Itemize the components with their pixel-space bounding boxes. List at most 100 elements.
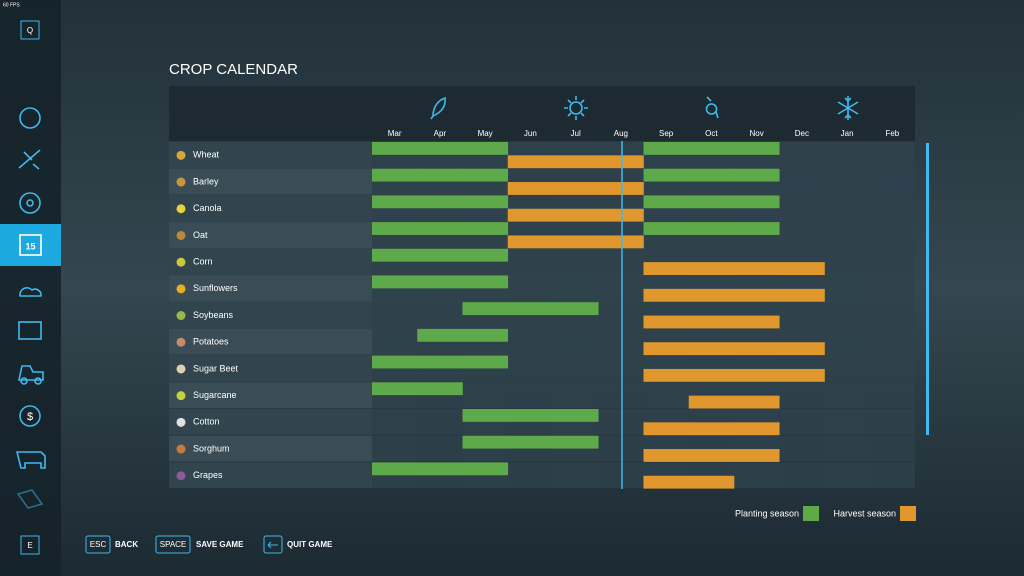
planting-bar (643, 168, 690, 182)
month-cell (372, 328, 418, 355)
crop-name: Canola (193, 203, 222, 213)
legend-label: Planting season (735, 508, 799, 518)
crop-icon (176, 364, 186, 374)
month-cell (779, 382, 825, 408)
harvest-bar (688, 368, 735, 382)
month-cell (824, 195, 870, 222)
harvest-bar (553, 208, 599, 222)
harvest-bar (779, 262, 825, 275)
planting-bar (372, 355, 418, 369)
harvest-bar (643, 315, 690, 329)
month-cell (869, 195, 915, 222)
month-label: Jul (571, 129, 581, 138)
month-cell (417, 435, 463, 462)
row-name-cell (169, 275, 372, 302)
planting-bar (417, 248, 463, 262)
month-cell (372, 409, 418, 435)
crop-icon (176, 257, 186, 267)
month-label: May (478, 129, 493, 138)
sidebar-icons[interactable]: 15 $ (0, 107, 61, 509)
month-cell (824, 302, 870, 328)
month-cell (507, 275, 553, 302)
button[interactable]: QUIT GAME (263, 535, 333, 554)
key-box (20, 535, 40, 555)
month-cell (553, 462, 599, 489)
month-cell (869, 302, 915, 328)
month-cell (779, 142, 825, 168)
harvest-bar (507, 182, 554, 195)
planting-bar (372, 462, 418, 476)
month-cell (598, 302, 644, 328)
harvest-bar (598, 182, 644, 195)
button[interactable]: ESC BACK (85, 535, 138, 554)
crop-name: Barley (193, 176, 219, 186)
row-name-cell (169, 222, 372, 248)
planting-bar (462, 355, 509, 369)
crop-icon (176, 150, 186, 160)
crop-name: Oat (193, 230, 208, 240)
planting-bar (372, 382, 418, 396)
month-cell (372, 302, 418, 328)
month-label: Feb (885, 129, 899, 138)
month-cell (824, 409, 870, 435)
planting-bar (734, 195, 780, 209)
harvest-bar (734, 422, 780, 436)
button[interactable]: SPACE SAVE GAME (155, 535, 244, 554)
month-cell (598, 382, 644, 408)
legend-swatch (803, 506, 819, 521)
crop-icon (176, 311, 186, 321)
scrollbar[interactable] (926, 143, 929, 435)
key-box (20, 20, 40, 40)
month-cell (824, 222, 870, 248)
month-label: Nov (750, 129, 764, 138)
harvest-bar (507, 155, 554, 169)
harvest-bar (734, 449, 780, 462)
planting-bar (462, 195, 509, 209)
month-cell (507, 355, 553, 382)
planting-bar (553, 409, 599, 422)
button-label: QUIT GAME (287, 540, 333, 549)
row-name-cell (169, 435, 372, 462)
month-cell (824, 275, 870, 302)
harvest-bar (688, 395, 735, 409)
row-name-cell (169, 355, 372, 382)
harvest-bar (553, 155, 599, 169)
fps-counter: 60 FPS (3, 2, 20, 8)
planting-bar (417, 222, 463, 235)
planting-bar (553, 435, 599, 449)
planting-bar (734, 168, 780, 182)
month-label: Jan (841, 129, 854, 138)
planting-bar (417, 275, 463, 289)
row-name-cell (169, 382, 372, 408)
month-cell (553, 328, 599, 355)
month-label: Apr (434, 129, 447, 138)
planting-bar (417, 355, 463, 369)
month-cell (779, 168, 825, 195)
harvest-bar (643, 368, 690, 382)
month-cell (824, 168, 870, 195)
month-cell (779, 222, 825, 248)
harvest-bar (734, 342, 780, 356)
month-cell (869, 382, 915, 408)
row-name-cell (169, 168, 372, 195)
row-name-cell (169, 328, 372, 355)
planting-bar (417, 168, 463, 182)
month-label: Dec (795, 129, 809, 138)
planting-bar (372, 222, 418, 235)
month-label: Mar (388, 129, 402, 138)
crop-name: Sorghum (193, 443, 230, 453)
harvest-bar (734, 288, 780, 302)
month-cell (779, 409, 825, 435)
season-icons (430, 96, 859, 120)
crop-icon (176, 284, 186, 294)
month-cell (824, 142, 870, 168)
harvest-bar (688, 342, 735, 356)
crop-name: Sunflowers (193, 283, 238, 293)
month-cell (869, 142, 915, 168)
month-cell (553, 382, 599, 408)
planting-bar (462, 409, 509, 422)
planting-bar (688, 195, 735, 209)
harvest-bar (507, 208, 554, 222)
planting-bar (417, 328, 463, 342)
planting-bar (734, 222, 780, 235)
